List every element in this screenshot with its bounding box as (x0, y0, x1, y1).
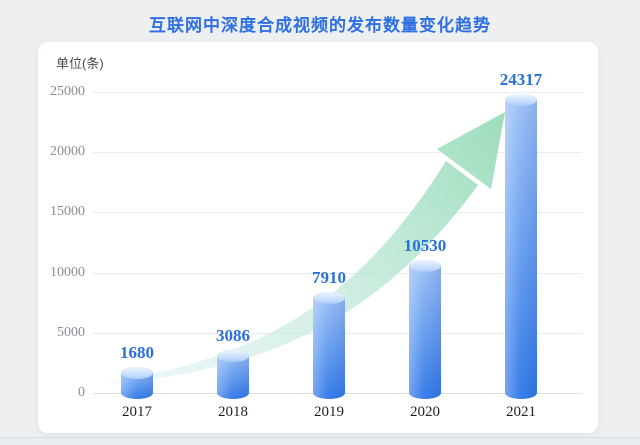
bar-value-label-2017: 1680 (120, 342, 154, 362)
bar-cylinder-2018 (217, 349, 249, 399)
ytick-label-15000: 15000 (50, 204, 85, 220)
bar-cylinder-top (121, 366, 153, 379)
bar-cylinder-body (313, 291, 345, 399)
ytick-label-25000: 25000 (50, 84, 85, 99)
bar-cylinder-top (217, 349, 249, 362)
bar-cylinder-top (313, 291, 345, 304)
chart-title: 互联网中深度合成视频的发布数量变化趋势 (149, 16, 491, 35)
bar-value-label-2021: 24317 (499, 70, 543, 90)
bar-value-label-2020: 10530 (403, 236, 447, 256)
ytick-label-20000: 20000 (50, 144, 85, 160)
xaxis-label-2019: 2019 (314, 404, 344, 420)
bar-cylinder-2020 (409, 260, 441, 399)
gridline-20000 (93, 152, 582, 154)
bar-cylinder-body (505, 94, 537, 399)
ytick-label-10000: 10000 (50, 264, 85, 280)
gridline-25000 (93, 92, 582, 93)
xaxis-label-2018: 2018 (218, 404, 248, 420)
plot-area: 0 5000 10000 15000 20000 25000 1680 2017 3086 20… (38, 42, 598, 433)
bar-cylinder-top (505, 94, 537, 107)
xaxis-label-2017: 2017 (122, 404, 152, 420)
arrow-head (437, 112, 505, 189)
bar-cylinder-2017 (121, 366, 153, 399)
xaxis-label-2021: 2021 (506, 404, 536, 420)
bar-cylinder-2021 (505, 94, 537, 399)
xaxis-label-2020: 2020 (410, 404, 440, 420)
bar-value-label-2019: 7910 (312, 267, 346, 287)
unit-label: 单位(条) (56, 56, 104, 71)
bottom-strip (0, 437, 640, 445)
ytick-label-5000: 5000 (57, 324, 85, 340)
bar-cylinder-body (409, 260, 441, 399)
chart-card: 单位(条) 0 5000 10000 15000 20000 25000 1680 2017… (38, 42, 598, 433)
bar-cylinder-2019 (313, 291, 345, 399)
ytick-label-0: 0 (78, 385, 85, 400)
bar-value-label-2018: 3086 (216, 325, 250, 345)
